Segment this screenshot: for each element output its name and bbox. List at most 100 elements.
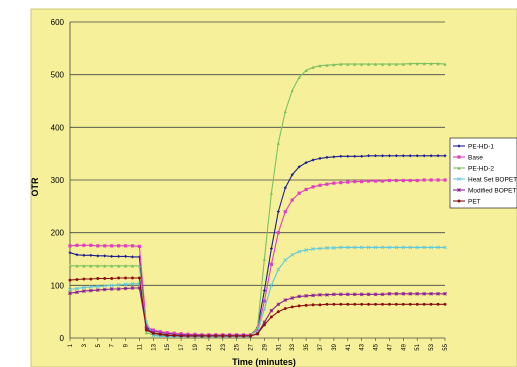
legend-label: Modified BOPET — [468, 188, 516, 195]
data-point — [200, 334, 204, 338]
data-point — [352, 292, 357, 297]
data-point — [297, 191, 301, 195]
x-tick-label: 49 — [401, 343, 407, 350]
data-point — [89, 277, 93, 281]
data-point — [297, 75, 301, 79]
legend-swatch-marker — [457, 177, 461, 181]
x-tick-label: 7 — [110, 343, 116, 347]
data-point — [290, 305, 294, 309]
data-point — [207, 334, 211, 338]
x-tick-label: 15 — [165, 343, 171, 350]
series-6 — [68, 276, 447, 338]
data-point — [304, 68, 308, 73]
data-point — [339, 154, 343, 158]
data-point — [408, 245, 413, 250]
data-point — [339, 62, 343, 66]
y-tick-label: 300 — [51, 176, 65, 185]
data-point — [75, 278, 79, 281]
x-tick-label: 55 — [443, 343, 449, 350]
data-point — [353, 154, 357, 158]
data-point — [82, 253, 86, 257]
data-point — [123, 264, 128, 268]
x-tick-label: 43 — [360, 343, 366, 350]
data-point — [311, 303, 315, 307]
data-point — [88, 288, 93, 293]
chart-background — [30, 8, 517, 367]
data-point — [117, 276, 121, 280]
data-point — [269, 315, 273, 319]
data-point — [429, 178, 433, 182]
data-point — [269, 246, 273, 251]
x-tick-label: 47 — [387, 343, 393, 350]
data-point — [318, 303, 322, 307]
data-point — [367, 154, 371, 158]
data-point — [332, 155, 336, 159]
data-point — [387, 291, 392, 296]
data-point — [380, 154, 385, 158]
data-point — [422, 291, 427, 296]
data-point — [110, 277, 114, 280]
y-tick-labels: 0 100 200 300 400 500 600 — [51, 18, 65, 343]
data-point — [290, 198, 294, 202]
data-point — [117, 254, 121, 258]
data-point — [255, 328, 260, 332]
data-point — [117, 244, 121, 248]
data-point — [429, 302, 433, 306]
data-point — [283, 186, 287, 190]
data-point — [263, 323, 266, 327]
data-point — [325, 246, 329, 250]
data-point — [318, 64, 322, 68]
data-point — [394, 302, 398, 306]
data-point — [137, 255, 142, 259]
data-point — [318, 292, 322, 297]
data-point — [373, 154, 378, 158]
data-point — [332, 181, 336, 185]
data-point — [387, 154, 392, 158]
data-point — [325, 302, 329, 306]
data-point — [401, 291, 406, 296]
data-point — [297, 294, 302, 299]
data-point — [415, 62, 419, 66]
data-point — [380, 245, 385, 250]
data-point — [290, 296, 295, 300]
data-point — [436, 154, 440, 158]
data-point — [359, 292, 364, 297]
data-point — [138, 276, 141, 280]
data-point — [443, 178, 447, 182]
data-point — [68, 287, 72, 292]
legend-swatch-marker — [457, 155, 461, 159]
data-point — [123, 282, 128, 287]
data-point — [387, 62, 392, 66]
data-point — [256, 332, 259, 336]
data-point — [297, 249, 302, 254]
data-point — [82, 285, 86, 290]
series-layer — [68, 62, 447, 339]
data-point — [443, 302, 447, 306]
data-point — [297, 304, 301, 308]
data-point — [339, 181, 343, 185]
data-point — [304, 187, 308, 192]
x-tick-label: 11 — [137, 343, 143, 350]
legend-label: Heat Set BOPET — [468, 177, 517, 184]
data-point — [345, 292, 350, 297]
data-point — [325, 155, 329, 159]
data-point — [262, 289, 267, 293]
x-axis-label: Time (minutes) — [232, 357, 296, 367]
x-tick-label: 41 — [346, 343, 352, 350]
data-point — [110, 244, 114, 248]
data-point — [443, 291, 447, 296]
data-point — [401, 178, 405, 183]
data-point — [436, 291, 440, 296]
data-point — [318, 156, 322, 161]
data-point — [116, 287, 121, 291]
data-point — [408, 302, 412, 306]
x-tick-label: 17 — [179, 343, 185, 350]
data-point — [297, 165, 301, 169]
data-point — [304, 303, 308, 307]
data-point — [262, 320, 267, 325]
data-point — [408, 62, 412, 66]
data-point — [144, 331, 148, 335]
data-point — [102, 283, 107, 288]
data-point — [429, 62, 433, 66]
data-point — [103, 277, 107, 280]
